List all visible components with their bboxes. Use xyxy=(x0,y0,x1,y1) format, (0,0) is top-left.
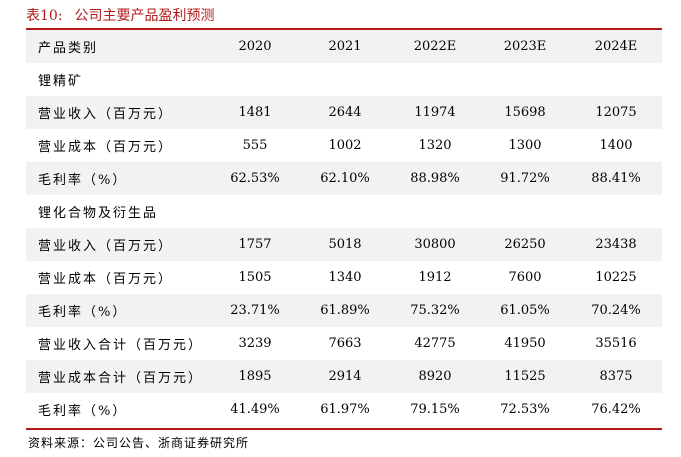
cell-value: 2644 xyxy=(300,96,390,129)
cell-value: 23438 xyxy=(570,228,662,261)
table-row: 营业成本合计（百万元） 1895 2914 8920 11525 8375 xyxy=(26,360,662,393)
table-row: 营业成本（百万元） 1505 1340 1912 7600 10225 xyxy=(26,261,662,294)
cell-value: 2914 xyxy=(300,360,390,393)
cell-value xyxy=(210,63,300,96)
cell-value: 91.72% xyxy=(480,162,570,195)
cell-value: 7600 xyxy=(508,270,542,285)
cell-value xyxy=(210,195,300,228)
table-row: 锂精矿 xyxy=(26,63,662,96)
bottom-rule xyxy=(26,428,662,430)
table-title: 公司主要产品盈利预测 xyxy=(74,8,215,24)
cell-value: 62.10% xyxy=(300,162,390,195)
row-label: 营业收入（百万元） xyxy=(26,228,210,261)
cell-value: 23.71% xyxy=(210,294,300,327)
table-row: 毛利率（%） 41.49% 61.97% 79.15% 72.53% 76.42… xyxy=(26,393,662,426)
cell-value: 1481 xyxy=(210,96,300,129)
header-cell-2024e: 2024E xyxy=(570,30,662,63)
cell-value: 10225 xyxy=(595,270,637,285)
cell-value: 5018 xyxy=(300,228,390,261)
header-cell-2022e: 2022E xyxy=(390,30,480,63)
cell-value: 76.42% xyxy=(591,402,641,417)
row-label: 锂精矿 xyxy=(38,74,84,89)
table-caption: 表10: 公司主要产品盈利预测 xyxy=(26,4,215,28)
row-label: 营业成本合计（百万元） xyxy=(26,360,210,393)
cell-value: 1400 xyxy=(599,138,633,153)
cell-value xyxy=(480,63,570,96)
cell-value: 8920 xyxy=(390,360,480,393)
cell-value: 1340 xyxy=(328,270,362,285)
cell-value: 30800 xyxy=(390,228,480,261)
cell-value xyxy=(300,195,390,228)
cell-value: 79.15% xyxy=(410,402,460,417)
cell-value: 61.05% xyxy=(480,294,570,327)
cell-value: 12075 xyxy=(570,96,662,129)
cell-value xyxy=(570,63,662,96)
cell-value: 1895 xyxy=(210,360,300,393)
cell-value xyxy=(570,195,662,228)
cell-value: 41.49% xyxy=(230,402,280,417)
table-row: 营业收入（百万元） 1481 2644 11974 15698 12075 xyxy=(26,96,662,129)
cell-value: 75.32% xyxy=(390,294,480,327)
cell-value xyxy=(390,195,480,228)
cell-value: 61.89% xyxy=(300,294,390,327)
header-cell-2021: 2021 xyxy=(300,30,390,63)
row-label: 营业成本（百万元） xyxy=(38,272,174,287)
table-number: 表10: xyxy=(26,8,63,24)
cell-value: 88.98% xyxy=(390,162,480,195)
table-row: 营业成本（百万元） 555 1002 1320 1300 1400 xyxy=(26,129,662,162)
cell-value xyxy=(300,63,390,96)
cell-value: 8375 xyxy=(570,360,662,393)
table-row: 营业收入合计（百万元） 3239 7663 42775 41950 35516 xyxy=(26,327,662,360)
cell-value: 1300 xyxy=(508,138,542,153)
top-rule xyxy=(26,28,662,30)
header-cell-2023e: 2023E xyxy=(480,30,570,63)
cell-value: 41950 xyxy=(504,336,546,351)
cell-value: 26250 xyxy=(480,228,570,261)
row-label: 毛利率（%） xyxy=(38,404,128,419)
header-cell-category: 产品类别 xyxy=(26,30,210,63)
cell-value: 1505 xyxy=(238,270,272,285)
cell-value: 15698 xyxy=(480,96,570,129)
cell-value: 1912 xyxy=(418,270,452,285)
row-label: 毛利率（%） xyxy=(26,162,210,195)
cell-value: 72.53% xyxy=(500,402,550,417)
row-label: 毛利率（%） xyxy=(26,294,210,327)
cell-value: 35516 xyxy=(595,336,637,351)
cell-value: 62.53% xyxy=(210,162,300,195)
cell-value: 61.97% xyxy=(320,402,370,417)
cell-value: 555 xyxy=(242,138,268,153)
cell-value: 7663 xyxy=(328,336,362,351)
row-label: 营业成本（百万元） xyxy=(38,140,174,155)
source-note: 资料来源：公司公告、浙商证券研究所 xyxy=(28,436,250,450)
cell-value: 3239 xyxy=(238,336,272,351)
cell-value: 1320 xyxy=(418,138,452,153)
header-row: 产品类别 2020 2021 2022E 2023E 2024E xyxy=(26,30,662,63)
cell-value: 1002 xyxy=(328,138,362,153)
cell-value xyxy=(480,195,570,228)
header-cell-2020: 2020 xyxy=(210,30,300,63)
cell-value: 42775 xyxy=(414,336,456,351)
cell-value: 11525 xyxy=(480,360,570,393)
row-label: 营业收入合计（百万元） xyxy=(38,338,204,353)
table-row: 锂化合物及衍生品 xyxy=(26,195,662,228)
cell-value: 1757 xyxy=(210,228,300,261)
cell-value: 70.24% xyxy=(570,294,662,327)
cell-value xyxy=(390,63,480,96)
table-row: 毛利率（%） 62.53% 62.10% 88.98% 91.72% 88.41… xyxy=(26,162,662,195)
cell-value: 11974 xyxy=(390,96,480,129)
table-row: 营业收入（百万元） 1757 5018 30800 26250 23438 xyxy=(26,228,662,261)
row-label: 营业收入（百万元） xyxy=(26,96,210,129)
cell-value: 88.41% xyxy=(570,162,662,195)
profit-forecast-table: 产品类别 2020 2021 2022E 2023E 2024E 锂精矿 营业收… xyxy=(26,30,662,426)
table-row: 毛利率（%） 23.71% 61.89% 75.32% 61.05% 70.24… xyxy=(26,294,662,327)
row-label: 锂化合物及衍生品 xyxy=(38,206,159,221)
